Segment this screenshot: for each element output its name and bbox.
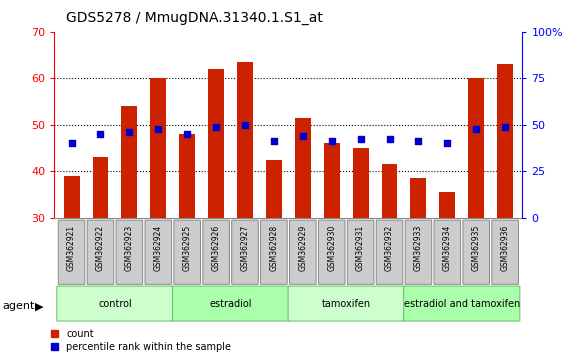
Point (356, 136, 365, 142)
Text: GSM362935: GSM362935 (472, 225, 481, 271)
Text: GSM362933: GSM362933 (414, 225, 423, 271)
FancyBboxPatch shape (288, 286, 404, 321)
FancyBboxPatch shape (319, 220, 345, 284)
Bar (150, 78, 166, 218)
FancyBboxPatch shape (463, 220, 489, 284)
FancyBboxPatch shape (492, 220, 518, 284)
FancyBboxPatch shape (405, 220, 432, 284)
Point (472, 127, 481, 132)
Point (298, 133, 307, 139)
Text: GSM362932: GSM362932 (385, 225, 394, 271)
Point (385, 136, 394, 142)
FancyBboxPatch shape (145, 220, 172, 284)
Text: GSM362929: GSM362929 (298, 225, 307, 271)
Bar (324, 143, 340, 218)
Text: GSM362934: GSM362934 (443, 225, 452, 271)
Point (240, 122, 250, 128)
FancyBboxPatch shape (57, 286, 173, 321)
Point (154, 127, 163, 132)
Text: GSM362923: GSM362923 (125, 225, 134, 271)
Text: ▶: ▶ (35, 301, 44, 311)
Point (501, 124, 510, 130)
FancyBboxPatch shape (434, 220, 461, 284)
FancyBboxPatch shape (404, 286, 520, 321)
Bar (93, 157, 108, 218)
Text: GDS5278 / MmugDNA.31340.1.S1_at: GDS5278 / MmugDNA.31340.1.S1_at (66, 11, 323, 25)
Point (414, 138, 423, 144)
Text: GSM362925: GSM362925 (183, 225, 192, 271)
Text: GSM362927: GSM362927 (240, 225, 250, 271)
Bar (295, 118, 311, 218)
FancyBboxPatch shape (174, 220, 200, 284)
Text: GSM362924: GSM362924 (154, 225, 163, 271)
FancyBboxPatch shape (58, 220, 85, 284)
Bar (122, 106, 138, 218)
FancyBboxPatch shape (260, 220, 287, 284)
Bar (468, 78, 484, 218)
Text: estradiol and tamoxifen: estradiol and tamoxifen (404, 298, 520, 309)
Legend: count, percentile rank within the sample: count, percentile rank within the sample (51, 329, 231, 352)
FancyBboxPatch shape (347, 220, 374, 284)
Bar (439, 192, 455, 218)
Text: GSM362931: GSM362931 (356, 225, 365, 271)
Bar (208, 69, 224, 218)
Text: GSM362936: GSM362936 (501, 225, 510, 271)
Bar (63, 176, 79, 218)
FancyBboxPatch shape (172, 286, 289, 321)
Bar (266, 160, 282, 218)
Point (67, 141, 76, 146)
FancyBboxPatch shape (116, 220, 143, 284)
Point (183, 131, 192, 137)
FancyBboxPatch shape (232, 220, 258, 284)
Text: GSM362921: GSM362921 (67, 225, 76, 271)
Point (96, 131, 105, 137)
Text: GSM362922: GSM362922 (96, 225, 105, 271)
Text: tamoxifen: tamoxifen (321, 298, 371, 309)
Bar (411, 178, 427, 218)
Text: GSM362928: GSM362928 (270, 225, 279, 271)
Point (270, 138, 279, 144)
Text: estradiol: estradiol (210, 298, 252, 309)
Bar (353, 148, 368, 218)
FancyBboxPatch shape (289, 220, 316, 284)
Point (327, 138, 336, 144)
Text: control: control (98, 298, 132, 309)
Bar (497, 64, 513, 218)
Text: GSM362926: GSM362926 (212, 225, 220, 271)
FancyBboxPatch shape (203, 220, 230, 284)
Bar (237, 62, 253, 218)
Point (125, 129, 134, 135)
Text: agent: agent (3, 301, 35, 311)
FancyBboxPatch shape (87, 220, 114, 284)
Bar (381, 164, 397, 218)
Point (443, 141, 452, 146)
Point (211, 124, 220, 130)
Bar (179, 134, 195, 218)
FancyBboxPatch shape (376, 220, 403, 284)
Text: GSM362930: GSM362930 (327, 225, 336, 271)
